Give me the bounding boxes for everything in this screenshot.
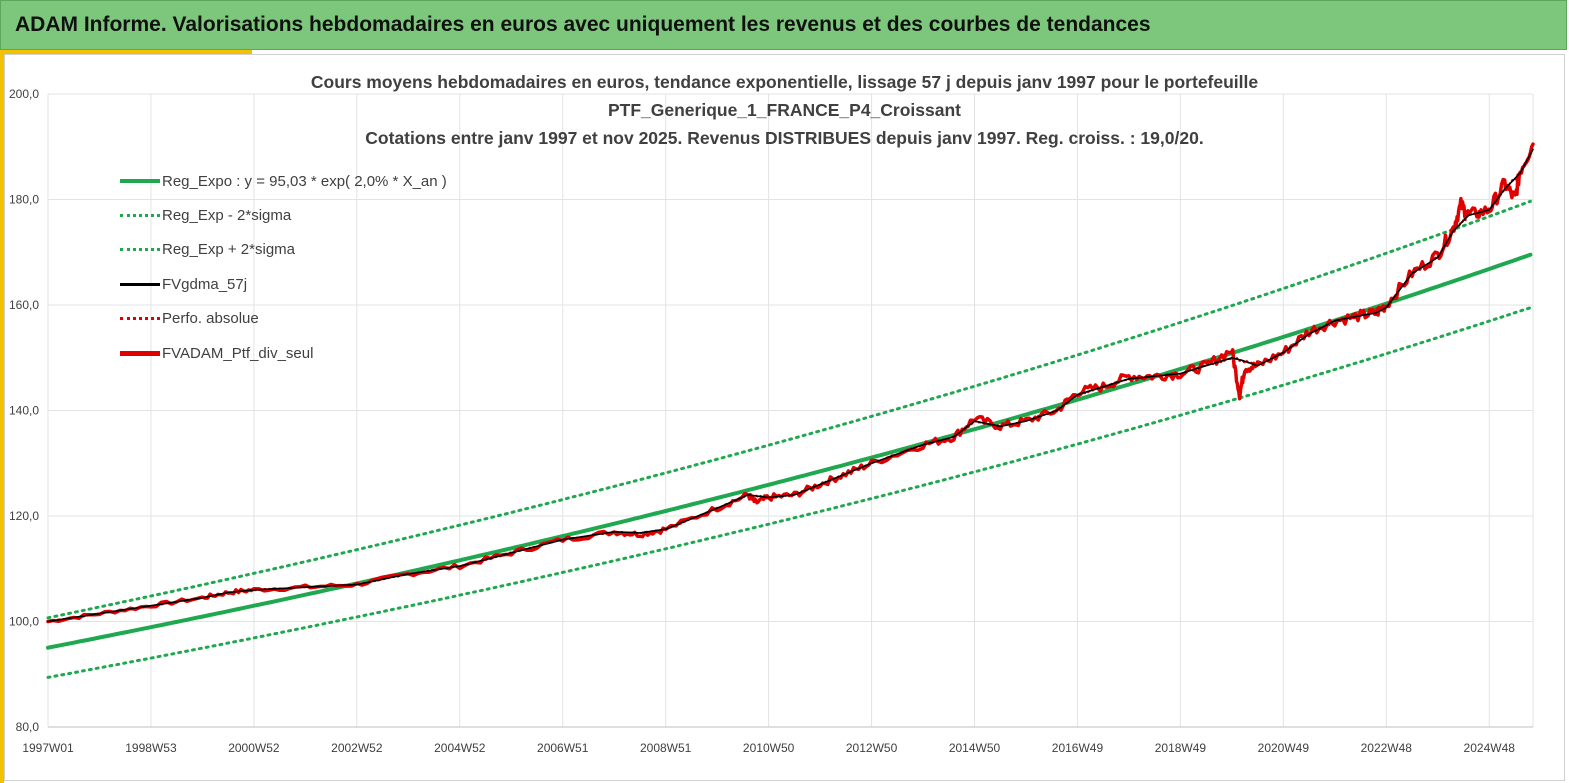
legend-swatch [120,282,160,286]
x-tick-label: 2012W50 [846,741,898,755]
y-tick-label: 80,0 [16,720,40,734]
x-tick-label: 2022W48 [1361,741,1413,755]
x-tick-label: 2008W51 [640,741,692,755]
chart-title-line-3: Cotations entre janv 1997 et nov 2025. R… [365,128,1204,148]
grid [47,93,1534,728]
x-tick-label: 2016W49 [1052,741,1104,755]
series-reg-exp-plus [46,199,1532,620]
series-reg-exp-minus [46,306,1532,679]
legend-swatch [120,248,160,252]
legend-swatch [120,214,160,218]
accent-left [0,50,4,783]
x-tick-label: 2004W52 [434,741,486,755]
legend-item-fvadam: FVADAM_Ptf_div_seul [120,336,447,370]
y-tick-label: 140,0 [9,404,39,418]
legend-item-reg-exp-plus: Reg_Exp + 2*sigma [120,233,447,267]
x-tick-label: 2014W50 [949,741,1001,755]
y-tick-label: 200,0 [9,87,39,101]
x-tick-label: 1997W01 [22,741,74,755]
legend-item-perfo: Perfo. absolue [120,302,447,336]
legend-label: FVgdma_57j [162,275,248,293]
chart-frame [4,54,1565,781]
legend-item-reg-exp-minus: Reg_Exp - 2*sigma [120,198,447,232]
legend-item-fvgdma: FVgdma_57j [120,267,447,301]
y-tick-label: 160,0 [9,298,39,312]
y-tick-label: 120,0 [9,509,39,523]
x-tick-label: 2024W48 [1464,741,1516,755]
legend-swatch [120,317,160,321]
legend-label: Reg_Exp - 2*sigma [162,207,292,225]
chart-title: Cours moyens hebdomadaires en euros, ten… [0,68,1569,152]
series-reg-expo [46,252,1533,650]
x-tick-label: 2018W49 [1155,741,1207,755]
x-tick-label: 2006W51 [537,741,589,755]
x-tick-label: 1998W53 [125,741,177,755]
y-tick-label: 180,0 [9,193,39,207]
x-tick-label: 2020W49 [1258,741,1310,755]
legend-item-reg-expo: Reg_Expo : y = 95,03 * exp( 2,0% * X_an … [120,164,447,198]
chart-legend: Reg_Expo : y = 95,03 * exp( 2,0% * X_an … [120,164,447,370]
banner-title: ADAM Informe. Valorisations hebdomadaire… [15,13,1151,36]
y-tick-label: 100,0 [9,615,39,629]
series-fvgdma-57j [47,148,1534,623]
series-fvadam-ptf-div-seul [46,142,1535,624]
x-tick-label: 2010W50 [743,741,795,755]
accent-bar [0,50,252,54]
axes: 80,0 100,0 120,0 140,0 160,0 180,0 200,0 1997W0… [9,87,1533,755]
legend-label: Reg_Exp + 2*sigma [162,241,295,259]
legend-swatch [120,179,160,184]
x-tick-label: 2000W52 [228,741,280,755]
page-banner: ADAM Informe. Valorisations hebdomadaire… [0,0,1567,50]
legend-label: FVADAM_Ptf_div_seul [162,344,314,362]
legend-label: Perfo. absolue [162,310,259,328]
chart-title-line-2: PTF_Generique_1_FRANCE_P4_Croissant [607,100,962,120]
x-tick-label: 2002W52 [331,741,383,755]
legend-label: Reg_Expo : y = 95,03 * exp( 2,0% * X_an … [162,172,447,190]
series [46,142,1535,679]
legend-swatch [120,350,160,356]
chart-title-line-1: Cours moyens hebdomadaires en euros, ten… [310,72,1259,92]
